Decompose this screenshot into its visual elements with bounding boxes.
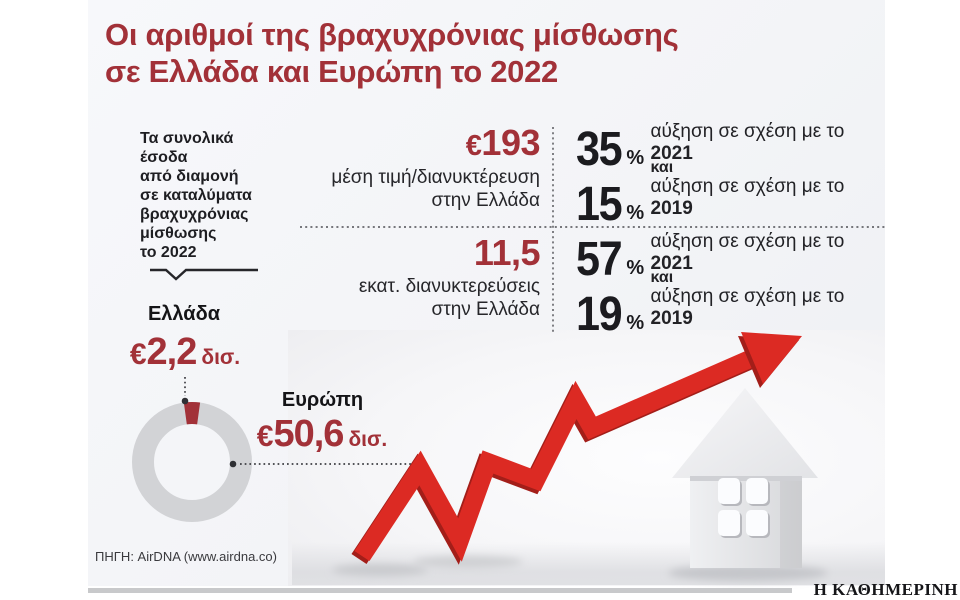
stat-overnights-desc: εκατ. διανυκτερεύσεις στην Ελλάδα xyxy=(358,276,540,320)
percent-sign: % xyxy=(626,147,645,169)
page-title: Οι αριθμοί της βραχυχρόνιας μίσθωσης σε … xyxy=(105,17,679,89)
stat-avg-price-desc: μέση τιμή/διανυκτέρευση στην Ελλάδα xyxy=(331,167,540,211)
change-text: και αύξηση σε σχέση με το 2019 xyxy=(650,159,845,219)
change-text: αύξηση σε σχέση με το 2021 xyxy=(650,121,845,164)
change-text: και αύξηση σε σχέση με το 2019 xyxy=(650,269,845,329)
change-row: 19% και αύξηση σε σχέση με το 2019 xyxy=(576,269,886,341)
europe-label: Ευρώπη xyxy=(281,389,364,411)
stat-overnights-value: 11,5 xyxy=(473,232,541,273)
europe-value: €50,6 δισ. xyxy=(256,413,388,455)
percent-sign: % xyxy=(626,312,645,334)
stat-overnights: 11,5 εκατ. διανυκτερεύσεις στην Ελλάδα xyxy=(298,232,541,321)
changes-overnights: 57% αύξηση σε σχέση με το 2021 19% και α… xyxy=(576,230,886,341)
change-percent: 57% xyxy=(576,233,645,286)
change-percent: 19% xyxy=(576,288,645,341)
floor-shade xyxy=(292,542,885,585)
percent-sign: % xyxy=(626,202,645,224)
change-row: 15% και αύξηση σε σχέση με το 2019 xyxy=(576,159,886,231)
greece-value: €2,2 δισ. xyxy=(129,331,241,373)
percent-sign: % xyxy=(626,257,645,279)
change-percent: 15% xyxy=(576,178,645,231)
changes-avg-price: 35% αύξηση σε σχέση με το 2021 15% και α… xyxy=(576,120,886,231)
change-row: 35% αύξηση σε σχέση με το 2021 xyxy=(576,120,886,176)
source-note: ΠΗΓΗ: AirDNA (www.airdna.co) xyxy=(95,549,277,564)
footer-bar xyxy=(88,588,792,593)
intro-text: Τα συνολικά έσοδα από διαμονή σε καταλύμ… xyxy=(140,130,252,261)
greece-label: Ελλάδα xyxy=(147,303,221,325)
change-text: αύξηση σε σχέση με το 2021 xyxy=(650,231,845,274)
stat-avg-price-value: €193 xyxy=(465,122,541,163)
change-percent: 35% xyxy=(576,123,645,176)
change-row: 57% αύξηση σε σχέση με το 2021 xyxy=(576,230,886,286)
stat-avg-price: €193 μέση τιμή/διανυκτέρευση στην Ελλάδα xyxy=(298,124,540,212)
publisher-logo: Η ΚΑΘΗΜΕΡΙΝΗ xyxy=(813,580,958,599)
